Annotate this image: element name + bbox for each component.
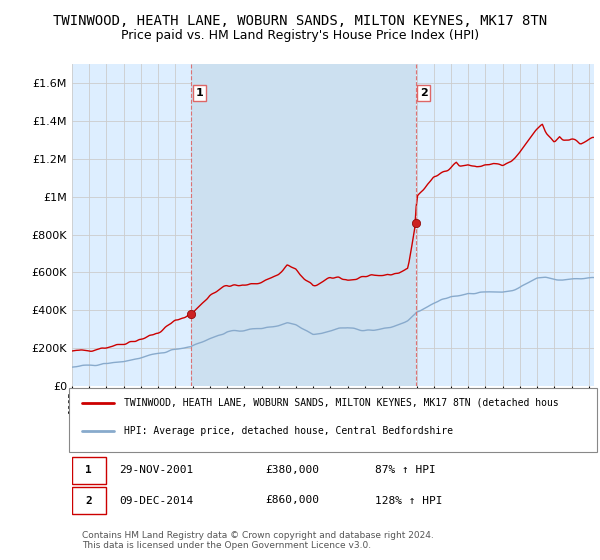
Text: HPI: Average price, detached house, Central Bedfordshire: HPI: Average price, detached house, Cent… bbox=[124, 427, 453, 436]
Text: 128% ↑ HPI: 128% ↑ HPI bbox=[375, 496, 442, 506]
Text: 87% ↑ HPI: 87% ↑ HPI bbox=[375, 465, 436, 475]
Text: 2: 2 bbox=[85, 496, 92, 506]
Bar bbox=[191, 64, 416, 386]
Text: 1: 1 bbox=[196, 88, 203, 98]
Text: Price paid vs. HM Land Registry's House Price Index (HPI): Price paid vs. HM Land Registry's House … bbox=[121, 29, 479, 42]
Text: Contains HM Land Registry data © Crown copyright and database right 2024.
This d: Contains HM Land Registry data © Crown c… bbox=[82, 531, 434, 550]
Text: £860,000: £860,000 bbox=[265, 496, 319, 506]
FancyBboxPatch shape bbox=[72, 487, 106, 514]
Text: 09-DEC-2014: 09-DEC-2014 bbox=[119, 496, 193, 506]
FancyBboxPatch shape bbox=[70, 388, 596, 452]
FancyBboxPatch shape bbox=[72, 457, 106, 484]
Text: 29-NOV-2001: 29-NOV-2001 bbox=[119, 465, 193, 475]
Text: 1: 1 bbox=[85, 465, 92, 475]
Text: TWINWOOD, HEATH LANE, WOBURN SANDS, MILTON KEYNES, MK17 8TN (detached hous: TWINWOOD, HEATH LANE, WOBURN SANDS, MILT… bbox=[124, 398, 559, 408]
Text: 2: 2 bbox=[420, 88, 428, 98]
Text: TWINWOOD, HEATH LANE, WOBURN SANDS, MILTON KEYNES, MK17 8TN: TWINWOOD, HEATH LANE, WOBURN SANDS, MILT… bbox=[53, 14, 547, 28]
Text: £380,000: £380,000 bbox=[265, 465, 319, 475]
